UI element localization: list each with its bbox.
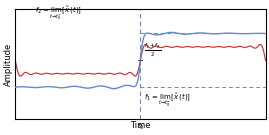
Y-axis label: Amplitude: Amplitude — [3, 42, 12, 86]
Text: $\frac{f_1 + f_2}{2}$: $\frac{f_1 + f_2}{2}$ — [144, 42, 162, 59]
Text: $t_0$: $t_0$ — [137, 120, 144, 132]
Text: $f_2 = \lim_{t \to t_0^+} [\tilde{x}\,(t)]$: $f_2 = \lim_{t \to t_0^+} [\tilde{x}\,(t… — [35, 4, 82, 22]
X-axis label: Time: Time — [130, 121, 151, 130]
Text: $f_1 = \lim_{t \to t_0^-} [\tilde{x}\,(t)]$: $f_1 = \lim_{t \to t_0^-} [\tilde{x}\,(t… — [144, 91, 191, 109]
